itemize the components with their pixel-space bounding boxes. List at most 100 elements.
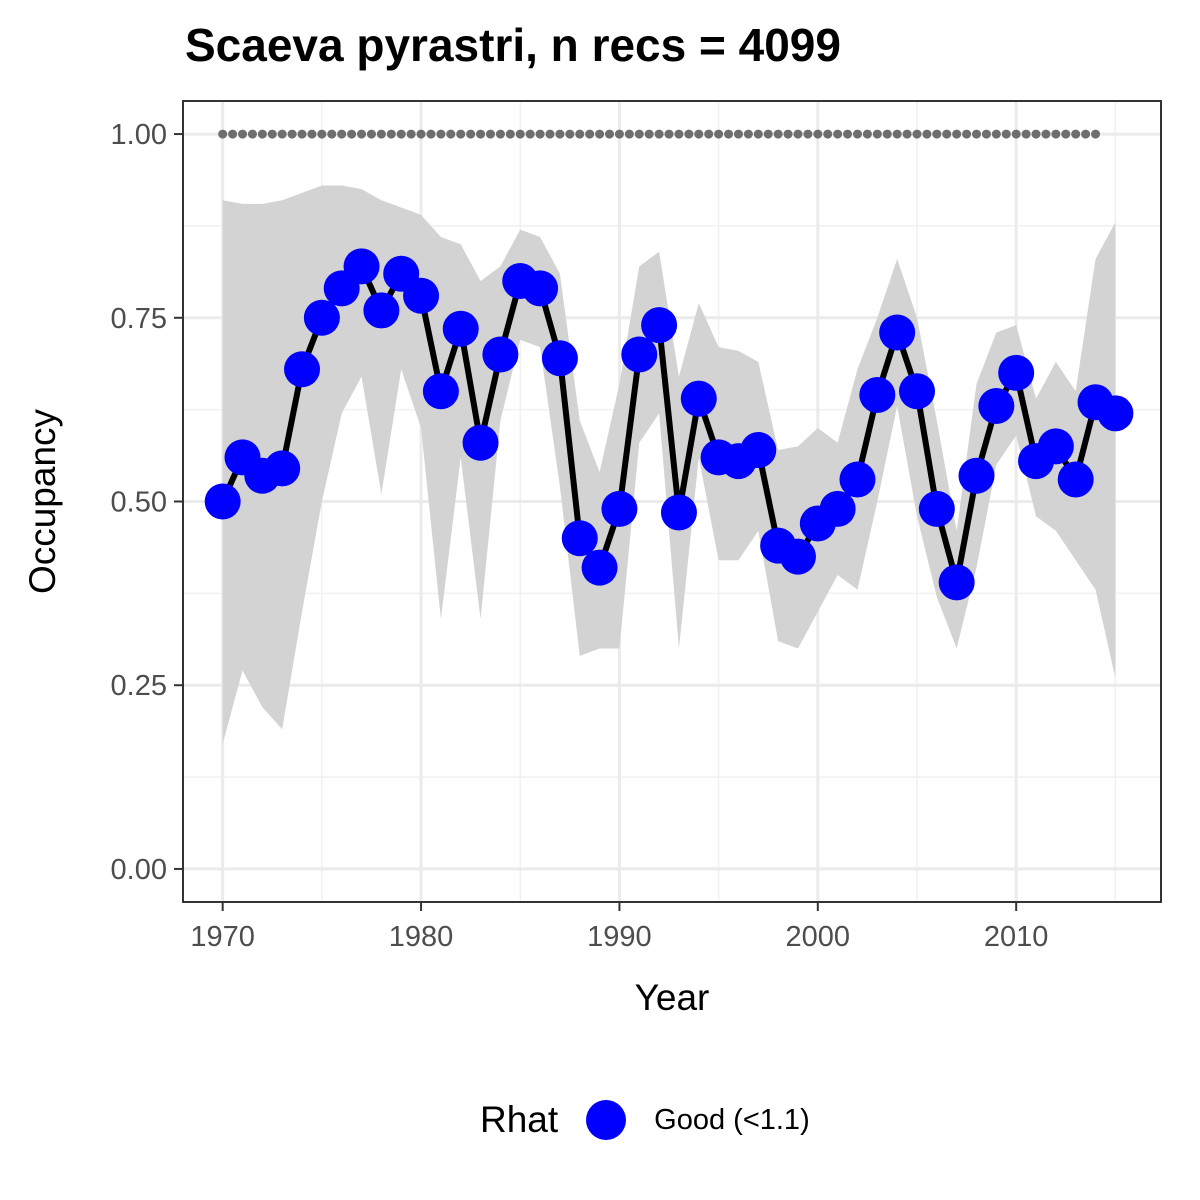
reference-dot: [307, 129, 317, 139]
data-point: [998, 354, 1035, 391]
reference-dot: [932, 129, 942, 139]
reference-dot: [277, 129, 287, 139]
reference-dot: [684, 129, 694, 139]
reference-dot: [952, 129, 962, 139]
reference-dot: [902, 129, 912, 139]
reference-dot: [981, 129, 991, 139]
reference-dot: [614, 129, 624, 139]
reference-dot: [1021, 129, 1031, 139]
data-point: [1097, 395, 1134, 432]
data-point: [958, 457, 995, 494]
reference-dot: [644, 129, 654, 139]
data-point: [462, 424, 499, 461]
reference-dot: [525, 129, 535, 139]
reference-dot: [922, 129, 932, 139]
legend-key-circle: [586, 1100, 627, 1140]
reference-dot: [1051, 129, 1061, 139]
reference-dot: [247, 129, 257, 139]
reference-dot: [505, 129, 515, 139]
reference-dot: [327, 129, 337, 139]
reference-dot: [376, 129, 386, 139]
data-point: [204, 483, 241, 520]
reference-dot: [555, 129, 565, 139]
data-point: [343, 248, 380, 285]
reference-dot: [416, 129, 426, 139]
reference-dot: [595, 129, 605, 139]
data-point: [284, 351, 321, 388]
reference-dot: [446, 129, 456, 139]
reference-dot: [347, 129, 357, 139]
reference-dot: [1041, 129, 1051, 139]
reference-dot: [218, 129, 228, 139]
x-tick-label: 1980: [389, 921, 454, 953]
reference-dot: [238, 129, 248, 139]
x-tick-label: 1970: [190, 921, 255, 953]
data-point: [442, 310, 479, 347]
data-point: [422, 373, 459, 410]
reference-dot: [535, 129, 545, 139]
reference-dot: [882, 129, 892, 139]
reference-dot: [565, 129, 575, 139]
reference-dot: [337, 129, 347, 139]
reference-line-layer: [218, 129, 1101, 139]
y-tick-label: 1.00: [111, 119, 167, 151]
data-point: [819, 490, 856, 527]
legend-label: Good (<1.1): [654, 1103, 810, 1136]
reference-dot: [823, 129, 833, 139]
reference-dot: [605, 129, 615, 139]
y-axis-title: Occupancy: [22, 408, 63, 594]
reference-dot: [287, 129, 297, 139]
occupancy-trend-line: [219, 263, 1117, 586]
y-tick-label: 0.25: [111, 670, 167, 702]
data-point: [839, 461, 876, 498]
reference-dot: [1071, 129, 1081, 139]
data-point: [482, 336, 519, 373]
data-point: [938, 564, 975, 601]
x-tick-label: 2000: [786, 921, 851, 953]
reference-dot: [783, 129, 793, 139]
reference-dot: [297, 129, 307, 139]
chart-title: Scaeva pyrastri, n recs = 4099: [185, 19, 841, 71]
reference-dot: [833, 129, 843, 139]
reference-dot: [733, 129, 743, 139]
reference-dot: [357, 129, 367, 139]
reference-dot: [694, 129, 704, 139]
reference-dot: [793, 129, 803, 139]
reference-dot: [803, 129, 813, 139]
data-points-layer: [204, 248, 1134, 601]
reference-dot: [585, 129, 595, 139]
data-point: [1057, 461, 1094, 498]
reference-dot: [714, 129, 724, 139]
reference-dot: [753, 129, 763, 139]
reference-dot: [892, 129, 902, 139]
reference-dot: [1001, 129, 1011, 139]
reference-dot: [366, 129, 376, 139]
data-point: [680, 380, 717, 417]
x-tick-label: 1990: [587, 921, 652, 953]
reference-dot: [575, 129, 585, 139]
reference-dot: [872, 129, 882, 139]
x-tick-label: 2010: [984, 921, 1049, 953]
reference-dot: [634, 129, 644, 139]
reference-dot: [843, 129, 853, 139]
reference-dot: [852, 129, 862, 139]
data-point: [779, 538, 816, 575]
occupancy-plot: 1970 1980 1990 2000 2010 0.00 0.25 0.50 0.75 1.0…: [22, 100, 1162, 1018]
reference-dot: [654, 129, 664, 139]
reference-dot: [991, 129, 1001, 139]
reference-dot: [545, 129, 555, 139]
reference-dot: [1081, 129, 1091, 139]
data-point: [641, 307, 678, 344]
reference-dot: [773, 129, 783, 139]
reference-dot: [862, 129, 872, 139]
reference-dot: [664, 129, 674, 139]
data-point: [363, 292, 400, 329]
reference-dot: [436, 129, 446, 139]
reference-dot: [466, 129, 476, 139]
y-tick-label: 0.00: [111, 854, 167, 886]
y-axis-ticks: 0.00 0.25 0.50 0.75 1.00: [111, 119, 183, 886]
y-tick-label: 0.75: [111, 303, 167, 335]
data-point: [581, 549, 618, 586]
legend: Rhat Good (<1.1): [480, 1095, 810, 1145]
reference-dot: [724, 129, 734, 139]
